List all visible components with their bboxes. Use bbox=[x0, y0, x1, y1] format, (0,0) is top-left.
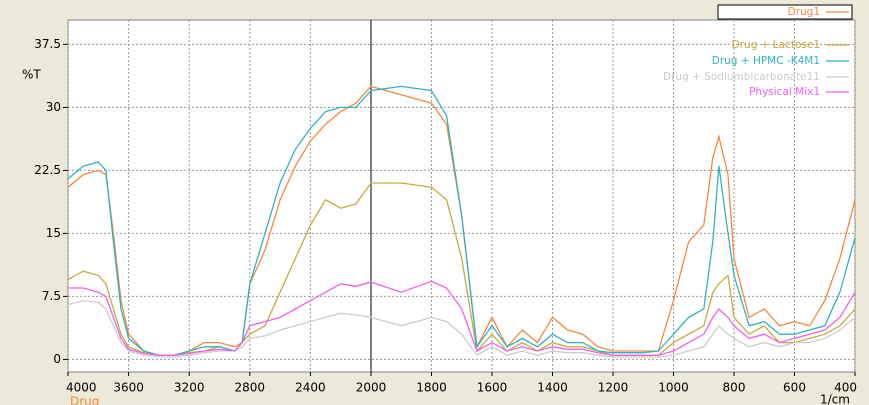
legend-selection bbox=[717, 4, 853, 20]
x-tick-label: 1200 bbox=[598, 381, 629, 395]
x-tick-label: 1000 bbox=[658, 381, 689, 395]
legend-label: Drug + Sodiumbicarbonate11 bbox=[663, 71, 820, 83]
y-axis-label: %T bbox=[22, 68, 41, 82]
x-tick-label: 2400 bbox=[295, 381, 326, 395]
y-tick-label: 7.5 bbox=[42, 289, 61, 303]
x-tick-label: 2800 bbox=[235, 381, 266, 395]
series-line bbox=[67, 299, 856, 358]
y-tick-label: 37.5 bbox=[34, 37, 61, 51]
y-tick-label: 15 bbox=[46, 226, 61, 240]
y-tick-label: 30 bbox=[46, 100, 61, 114]
x-tick-label: 1800 bbox=[416, 381, 447, 395]
x-tick-label: 4000 bbox=[66, 381, 97, 395]
y-tick-label: 0 bbox=[53, 352, 61, 366]
x-tick-label: 400 bbox=[834, 381, 857, 395]
x-tick-label: 3200 bbox=[174, 381, 205, 395]
x-axis-label: 1/cm bbox=[820, 393, 850, 405]
legend-label: Physical Mix1 bbox=[749, 86, 820, 98]
x-tick-label: 3600 bbox=[113, 381, 144, 395]
x-tick-label: 600 bbox=[783, 381, 806, 395]
x-series-label: Drug bbox=[70, 395, 99, 405]
x-tick-label: 1600 bbox=[477, 381, 508, 395]
legend: Drug1 Drug + Lactose1 Drug + HPMC -K4M1 Dru… bbox=[663, 4, 853, 98]
x-tick-label: 2000 bbox=[356, 381, 387, 395]
legend-label: Drug + HPMC -K4M1 bbox=[712, 55, 820, 67]
y-tick-label: 22.5 bbox=[34, 163, 61, 177]
x-tick-label: 800 bbox=[723, 381, 746, 395]
legend-label: Drug1 bbox=[788, 6, 820, 18]
x-tick-label: 1400 bbox=[537, 381, 568, 395]
legend-label: Drug + Lactose1 bbox=[732, 39, 820, 51]
series-line bbox=[68, 280, 856, 356]
